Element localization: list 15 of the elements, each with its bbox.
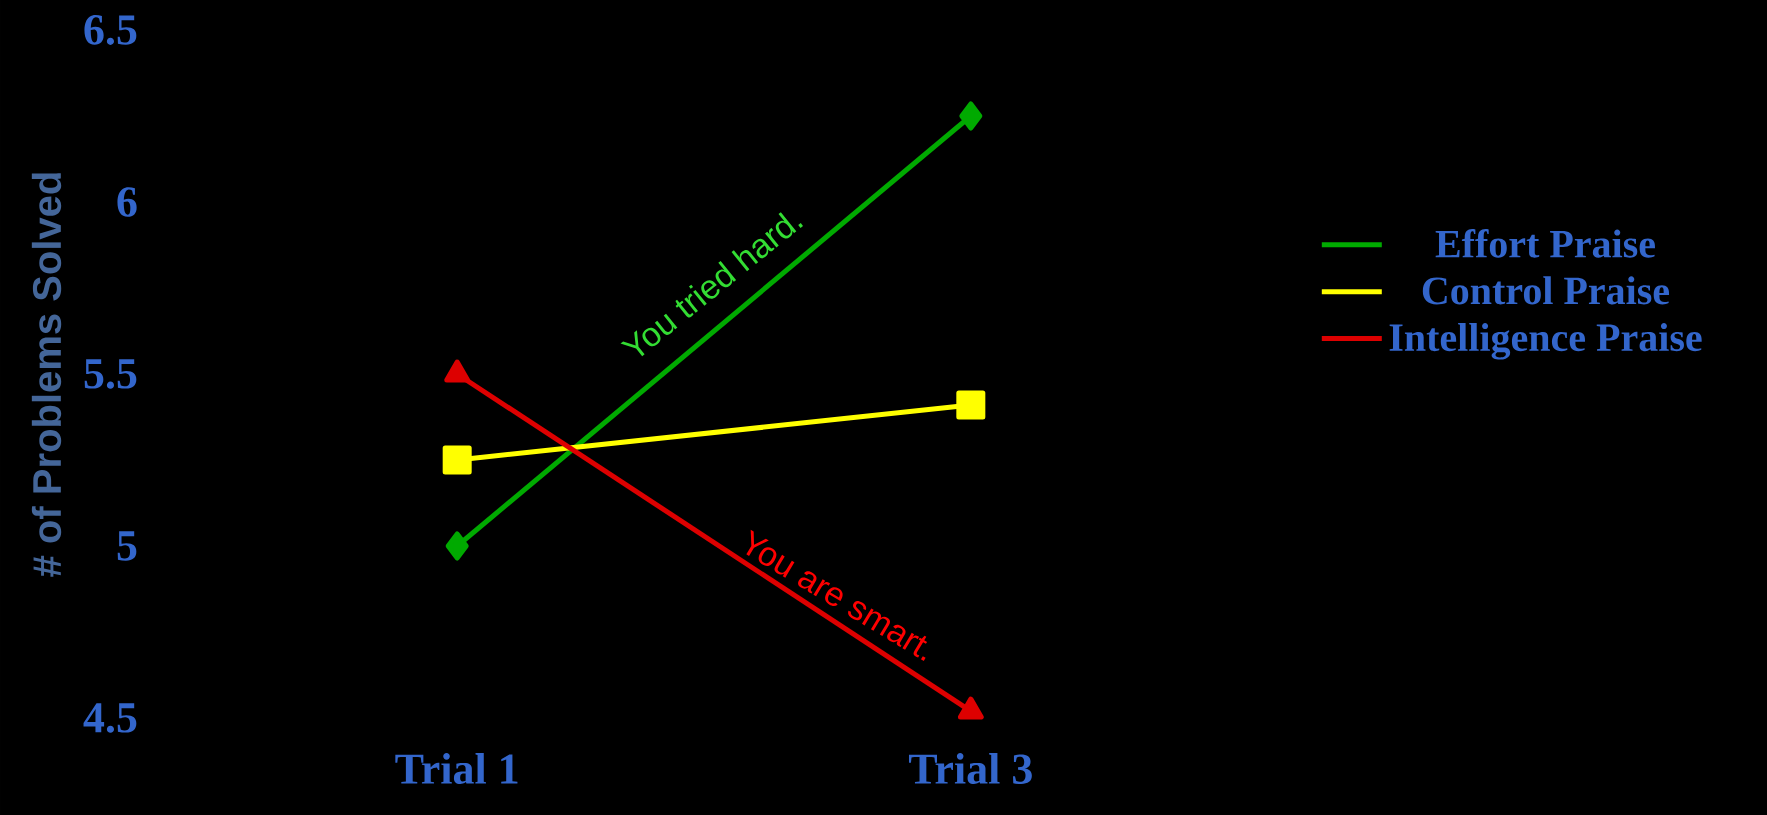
x-tick-label: Trial 1 [395,753,518,785]
y-tick-label: 6 [117,187,137,217]
y-tick-label: 4.5 [83,703,137,733]
point [959,101,983,131]
y-axis-title: # of Problems Solved [31,173,62,577]
y-tick-label: 5.5 [84,359,137,389]
legend-label: Intelligence Praise [1389,323,1702,360]
y-tick-label: 5 [117,531,137,561]
x-tick-label: Trial 3 [908,753,1032,785]
point [445,531,469,561]
y-tick-label: 6.5 [84,15,137,45]
legend-label: Effort Praise [1435,229,1655,258]
legend-label: Control Praise [1422,276,1670,305]
point [956,390,986,420]
point [442,445,472,475]
